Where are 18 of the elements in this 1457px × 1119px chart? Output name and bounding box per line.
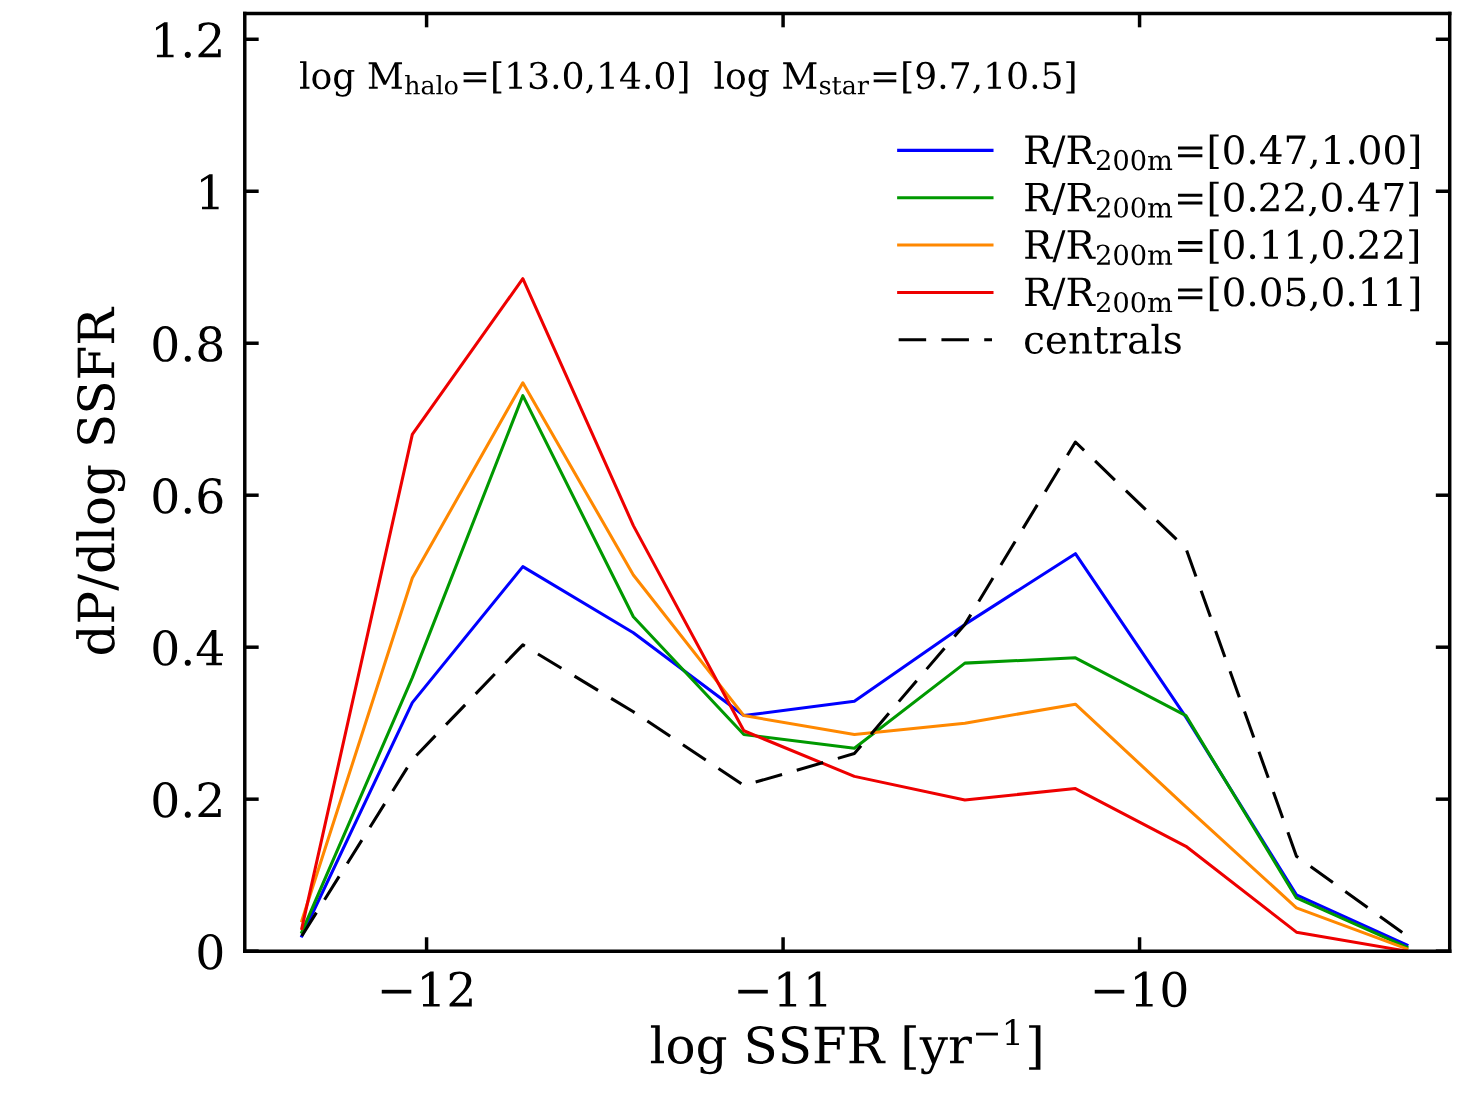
- legend-label: R/R$_{200m}$=[0.11,0.22]: [1025, 229, 1419, 266]
- x-tick-label: −12: [381, 971, 472, 1007]
- y-tick-label: 0.4: [153, 630, 223, 666]
- y-tick-label: 0.6: [153, 478, 223, 514]
- y-tick-label: 0.2: [153, 782, 221, 818]
- legend-label: R/R$_{200m}$=[0.05,0.11]: [1025, 276, 1420, 313]
- y-axis-title: dP/dlog SSFR: [76, 306, 126, 655]
- annotation: log M$_{halo}$=[13.0,14.0] log M$_{star}$=[9.7,10.5]: [300, 61, 1075, 97]
- x-axis-title: log SSFR [yr$^{−1}$]: [650, 1019, 1041, 1075]
- y-tick-label: 0.8: [153, 326, 223, 362]
- y-tick-label: 1.2: [156, 22, 221, 58]
- y-tick-label: 0: [198, 934, 223, 970]
- legend-label: R/R$_{200m}$=[0.47,1.00]: [1025, 134, 1420, 171]
- y-tick-label: 1: [201, 174, 219, 210]
- legend-label: R/R$_{200m}$=[0.22,0.47]: [1025, 181, 1419, 218]
- legend-label: centrals: [1025, 323, 1181, 354]
- x-tick-label: −10: [1094, 971, 1187, 1008]
- x-tick-label: −11: [738, 971, 827, 1007]
